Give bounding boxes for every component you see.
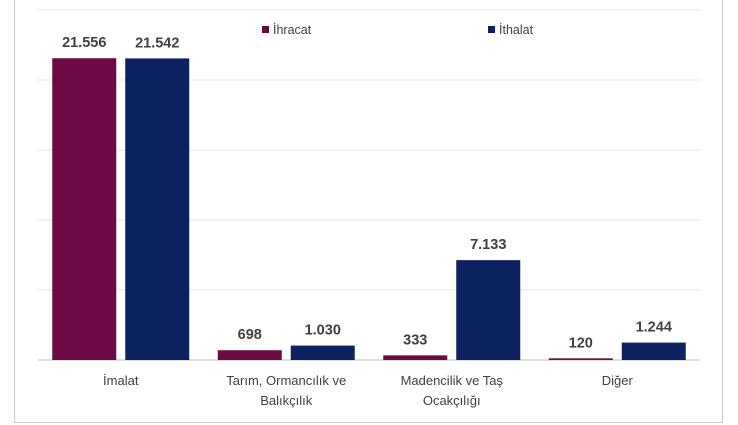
legend-swatch bbox=[262, 26, 269, 33]
category-label: İmalat bbox=[103, 373, 139, 388]
bar-ihracat-3 bbox=[548, 358, 613, 360]
legend-label: İhracat bbox=[273, 23, 312, 37]
bars bbox=[52, 58, 686, 361]
category-label: Ocakçılığı bbox=[423, 393, 481, 408]
category-label: Tarım, Ormancılık ve bbox=[226, 373, 346, 388]
category-label: Madencilik ve Taş bbox=[401, 373, 504, 388]
bar-ithalat-2 bbox=[456, 260, 521, 360]
data-labels: 21.556 21.542 698 1.030 333 7.133 120 1.244 bbox=[62, 35, 672, 351]
legend-swatch bbox=[488, 26, 495, 33]
category-labels: İmalat Tarım, Ormancılık ve Balıkçılık Made… bbox=[103, 373, 633, 408]
category-label: Balıkçılık bbox=[260, 393, 313, 408]
data-label: 1.030 bbox=[305, 323, 341, 339]
legend-label: İthalat bbox=[499, 23, 534, 37]
data-label: 21.556 bbox=[62, 35, 106, 51]
data-label: 120 bbox=[569, 335, 593, 351]
bar-ihracat-1 bbox=[217, 350, 282, 360]
data-label: 698 bbox=[238, 327, 262, 343]
category-label: Diğer bbox=[602, 373, 634, 388]
data-label: 333 bbox=[403, 332, 427, 348]
bar-ihracat-2 bbox=[383, 355, 448, 360]
legend: İhracat İthalat bbox=[262, 23, 534, 37]
bar-ithalat-3 bbox=[621, 342, 686, 360]
data-label: 7.133 bbox=[470, 237, 506, 253]
bar-ithalat-0 bbox=[125, 58, 190, 361]
data-label: 1.244 bbox=[636, 320, 672, 336]
bar-ihracat-0 bbox=[52, 58, 117, 360]
bar-ithalat-1 bbox=[290, 345, 355, 360]
data-label: 21.542 bbox=[135, 35, 179, 51]
